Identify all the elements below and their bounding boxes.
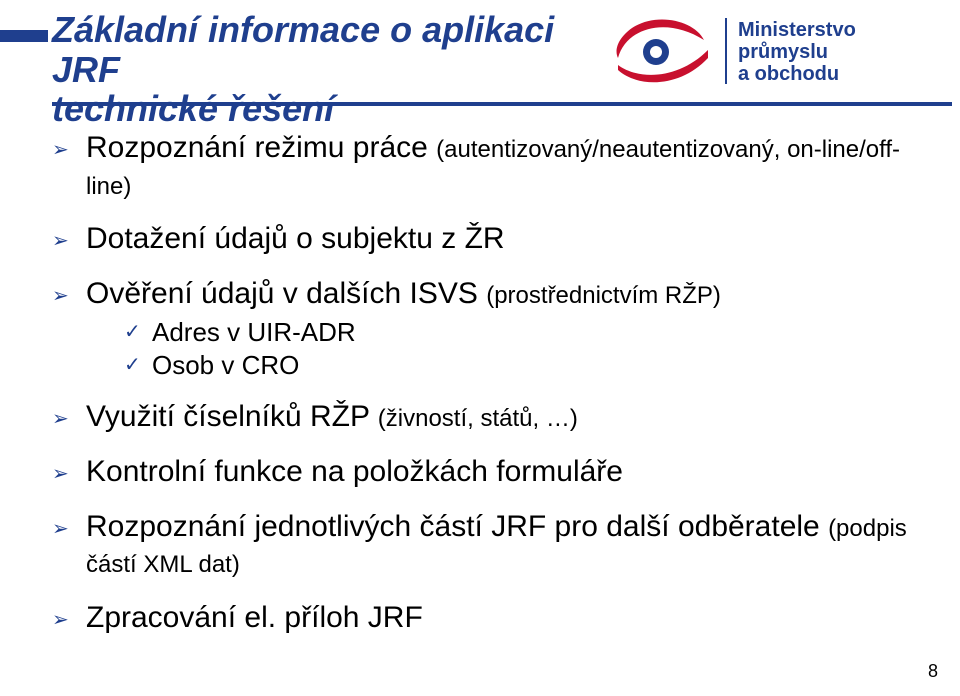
bullet-subnote: (prostřednictvím RŽP) xyxy=(486,282,721,309)
bullet-list: ➢ Rozpoznání režimu práce (autentizovaný… xyxy=(52,130,922,636)
bullet-text: Rozpoznání režimu práce xyxy=(86,131,436,164)
sub-bullet-text: Adres v UIR-ADR xyxy=(152,317,356,347)
bullet-item: ➢ Rozpoznání jednotlivých částí JRF pro … xyxy=(52,509,922,582)
bullet-text: Ověření údajů v dalších ISVS xyxy=(86,277,486,310)
title-line-1: Základní informace o aplikaci JRF xyxy=(52,10,572,89)
ministry-logo: Ministerstvo průmyslu a obchodu xyxy=(608,10,938,92)
bullet-text: Kontrolní funkce na položkách formuláře xyxy=(86,455,623,488)
arrow-icon: ➢ xyxy=(52,517,69,541)
arrow-icon: ➢ xyxy=(52,608,69,632)
check-icon: ✓ xyxy=(124,353,141,378)
slide: Základní informace o aplikaci JRF techni… xyxy=(0,0,960,696)
logo-text-line1: Ministerstvo xyxy=(738,19,856,41)
bullet-subnote: (živností, států, …) xyxy=(378,405,578,432)
sub-bullet-item: ✓ Osob v CRO xyxy=(124,349,922,382)
bullet-item: ➢ Využití číselníků RŽP (živností, států… xyxy=(52,399,922,436)
sub-bullet-item: ✓ Adres v UIR-ADR xyxy=(124,316,922,349)
sub-bullet-text: Osob v CRO xyxy=(152,350,299,380)
bullet-item: ➢ Kontrolní funkce na položkách formulář… xyxy=(52,454,922,491)
arrow-icon: ➢ xyxy=(52,284,69,308)
arrow-icon: ➢ xyxy=(52,407,69,431)
title-line-2: technické řešení xyxy=(52,89,572,129)
logo-mark-icon xyxy=(617,19,708,82)
arrow-icon: ➢ xyxy=(52,229,69,253)
bullet-item: ➢ Rozpoznání režimu práce (autentizovaný… xyxy=(52,130,922,203)
bullet-item: ➢ Ověření údajů v dalších ISVS (prostřed… xyxy=(52,276,922,382)
bullet-text: Zpracování el. příloh JRF xyxy=(86,601,423,634)
bullet-text: Dotažení údajů o subjektu z ŽR xyxy=(86,222,505,255)
bullet-item: ➢ Zpracování el. příloh JRF xyxy=(52,600,922,637)
title-underline xyxy=(52,102,952,106)
bullet-text: Rozpoznání jednotlivých částí JRF pro da… xyxy=(86,510,828,543)
content-area: ➢ Rozpoznání režimu práce (autentizovaný… xyxy=(52,130,922,654)
bullet-item: ➢ Dotažení údajů o subjektu z ŽR xyxy=(52,221,922,258)
bullet-text: Využití číselníků RŽP xyxy=(86,400,378,433)
arrow-icon: ➢ xyxy=(52,138,69,162)
arrow-icon: ➢ xyxy=(52,462,69,486)
title-block: Základní informace o aplikaci JRF techni… xyxy=(52,10,572,129)
page-number: 8 xyxy=(928,661,938,682)
logo-text-line2: průmyslu xyxy=(738,41,828,63)
check-icon: ✓ xyxy=(124,320,141,345)
title-bar xyxy=(0,30,48,42)
logo-text-line3: a obchodu xyxy=(738,63,839,85)
sub-bullet-list: ✓ Adres v UIR-ADR ✓ Osob v CRO xyxy=(86,316,922,381)
